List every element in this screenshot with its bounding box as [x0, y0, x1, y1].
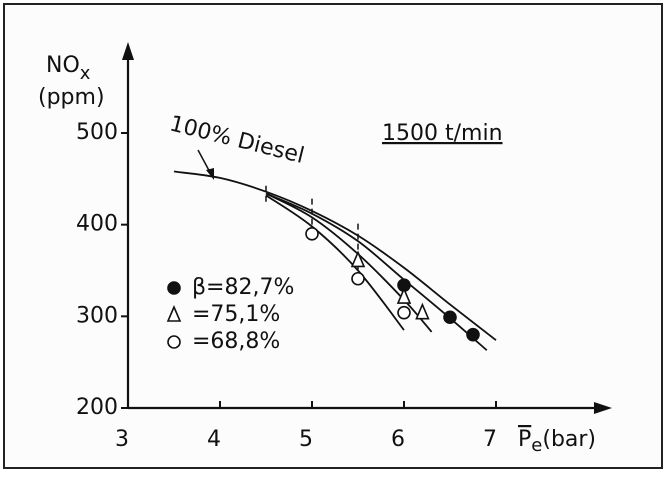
- curve: [173, 170, 497, 341]
- marker: [466, 327, 480, 342]
- legend-label: β=82,7%: [192, 275, 294, 300]
- y-tick-label: 400: [76, 212, 118, 237]
- x-tick-label: 3: [115, 427, 129, 452]
- marker: [415, 302, 430, 320]
- legend-label: =75,1%: [192, 302, 280, 327]
- y-label: NOx: [46, 53, 91, 84]
- marker: [397, 305, 411, 320]
- x-tick-label: 6: [391, 427, 405, 452]
- marker: [396, 287, 412, 304]
- frame: [3, 3, 663, 469]
- curve: [265, 194, 405, 331]
- legend-marker: [167, 335, 181, 349]
- marker: [443, 310, 457, 325]
- legend-marker: [166, 304, 182, 322]
- marker: [305, 227, 319, 241]
- y-tick-label: 500: [76, 120, 118, 145]
- x-arrow: [594, 402, 612, 414]
- marker: [351, 271, 365, 286]
- y-unit: (ppm): [38, 85, 105, 110]
- y-tick-label: 200: [76, 395, 118, 420]
- marker: [350, 250, 366, 268]
- x-label: Pe(bar): [518, 427, 596, 456]
- legend-label: =68,8%: [192, 329, 280, 354]
- x-tick-label: 7: [483, 427, 497, 452]
- chart-title: 1500 t/min: [382, 121, 503, 146]
- legend-marker: [167, 281, 181, 295]
- y-tick-label: 300: [76, 303, 118, 328]
- x-tick-label: 5: [299, 427, 313, 452]
- x-tick-label: 4: [207, 427, 221, 452]
- y-arrow: [122, 42, 134, 60]
